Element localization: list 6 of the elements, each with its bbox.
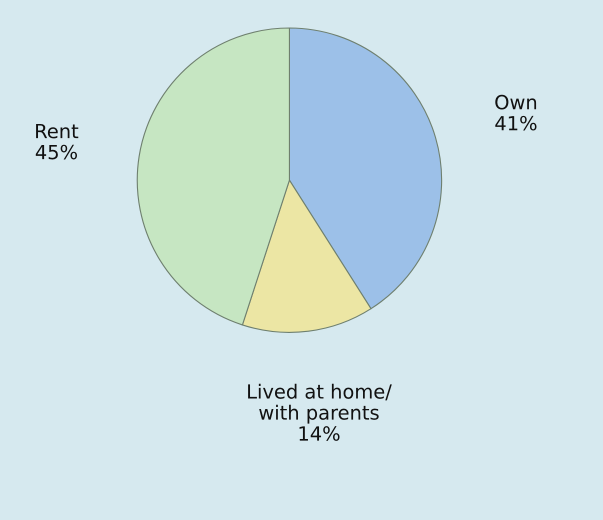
- data-label: 45%: [36, 144, 77, 160]
- slice-label: Lived at home/ with parents: [248, 384, 392, 424]
- data-label: 41%: [495, 116, 536, 131]
- data-label: 14%: [300, 426, 340, 441]
- slice-label: Rent: [36, 124, 78, 138]
- slice-label: Own: [495, 94, 536, 110]
